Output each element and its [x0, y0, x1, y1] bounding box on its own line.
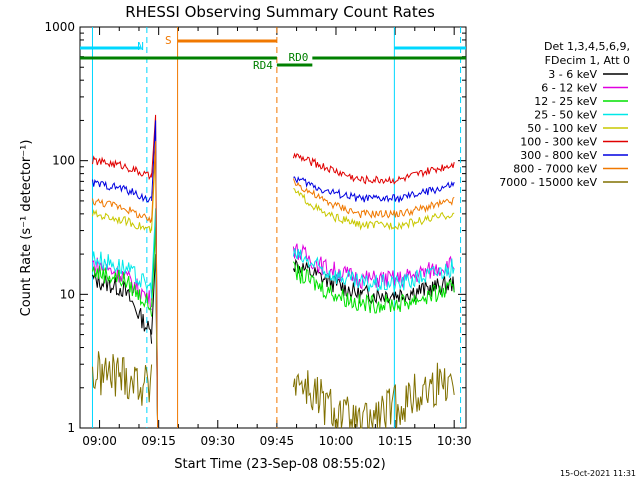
x-tick-label: 10:30 — [437, 434, 472, 448]
series-line — [92, 251, 153, 299]
plot-frame — [79, 26, 467, 429]
series-line — [92, 265, 153, 317]
legend-label: 800 - 7000 keV — [513, 163, 597, 176]
series-line — [92, 351, 153, 406]
y-tick-label: 10 — [60, 287, 75, 301]
legend-label: 7000 - 15000 keV — [499, 176, 597, 189]
flare-spike — [151, 141, 159, 429]
series-line — [92, 209, 153, 233]
legend-header-line-1: Det 1,3,4,5,6,9, — [544, 40, 630, 53]
y-axis-label: Count Rate (s⁻¹ detector⁻¹) — [19, 140, 34, 317]
x-tick-label: 09:45 — [260, 434, 295, 448]
flag-label: RD4 — [253, 59, 273, 72]
series-line — [292, 152, 455, 185]
series-line — [293, 176, 455, 203]
x-tick-label: 09:00 — [82, 434, 117, 448]
x-axis-label: Start Time (23-Sep-08 08:55:02) — [174, 457, 385, 472]
footer-date: 15-Oct-2021 11:31 — [560, 469, 636, 478]
chart-title: RHESSI Observing Summary Count Rates — [125, 3, 435, 21]
legend-header-line-2: FDecim 1, Att 0 — [545, 54, 630, 67]
legend-label: 300 - 800 keV — [520, 149, 597, 162]
series-line — [292, 178, 455, 219]
flag-label: S — [165, 34, 172, 47]
legend-label: 25 - 50 keV — [534, 109, 597, 122]
series-line — [92, 179, 152, 203]
y-tick-label: 1 — [67, 421, 75, 435]
legend-label: 50 - 100 keV — [527, 122, 597, 135]
y-tick-label: 100 — [52, 154, 75, 168]
series-line — [92, 198, 153, 223]
legend-label: 3 - 6 keV — [548, 68, 597, 81]
series-line — [292, 261, 455, 314]
x-tick-label: 10:00 — [319, 434, 354, 448]
flag-label: RD0 — [288, 51, 308, 64]
y-tick-label: 1000 — [44, 20, 75, 34]
series-line — [92, 272, 153, 344]
series-line — [92, 155, 153, 181]
series-line — [292, 258, 455, 305]
series-line — [92, 257, 152, 310]
flag-label: N — [137, 40, 144, 53]
series-line — [293, 187, 455, 231]
legend-label: 12 - 25 keV — [534, 95, 597, 108]
legend-label: 100 - 300 keV — [520, 136, 597, 149]
series-line — [292, 362, 455, 429]
series-line — [292, 248, 455, 292]
x-tick-label: 10:15 — [378, 434, 413, 448]
plot-area: 1 10 100 1000 09:00 09:15 09:30 09:45 10:00 10:15… — [44, 20, 471, 448]
x-tick-label: 09:15 — [141, 434, 176, 448]
x-tick-label: 09:30 — [200, 434, 235, 448]
legend-label: 6 - 12 keV — [541, 82, 597, 95]
